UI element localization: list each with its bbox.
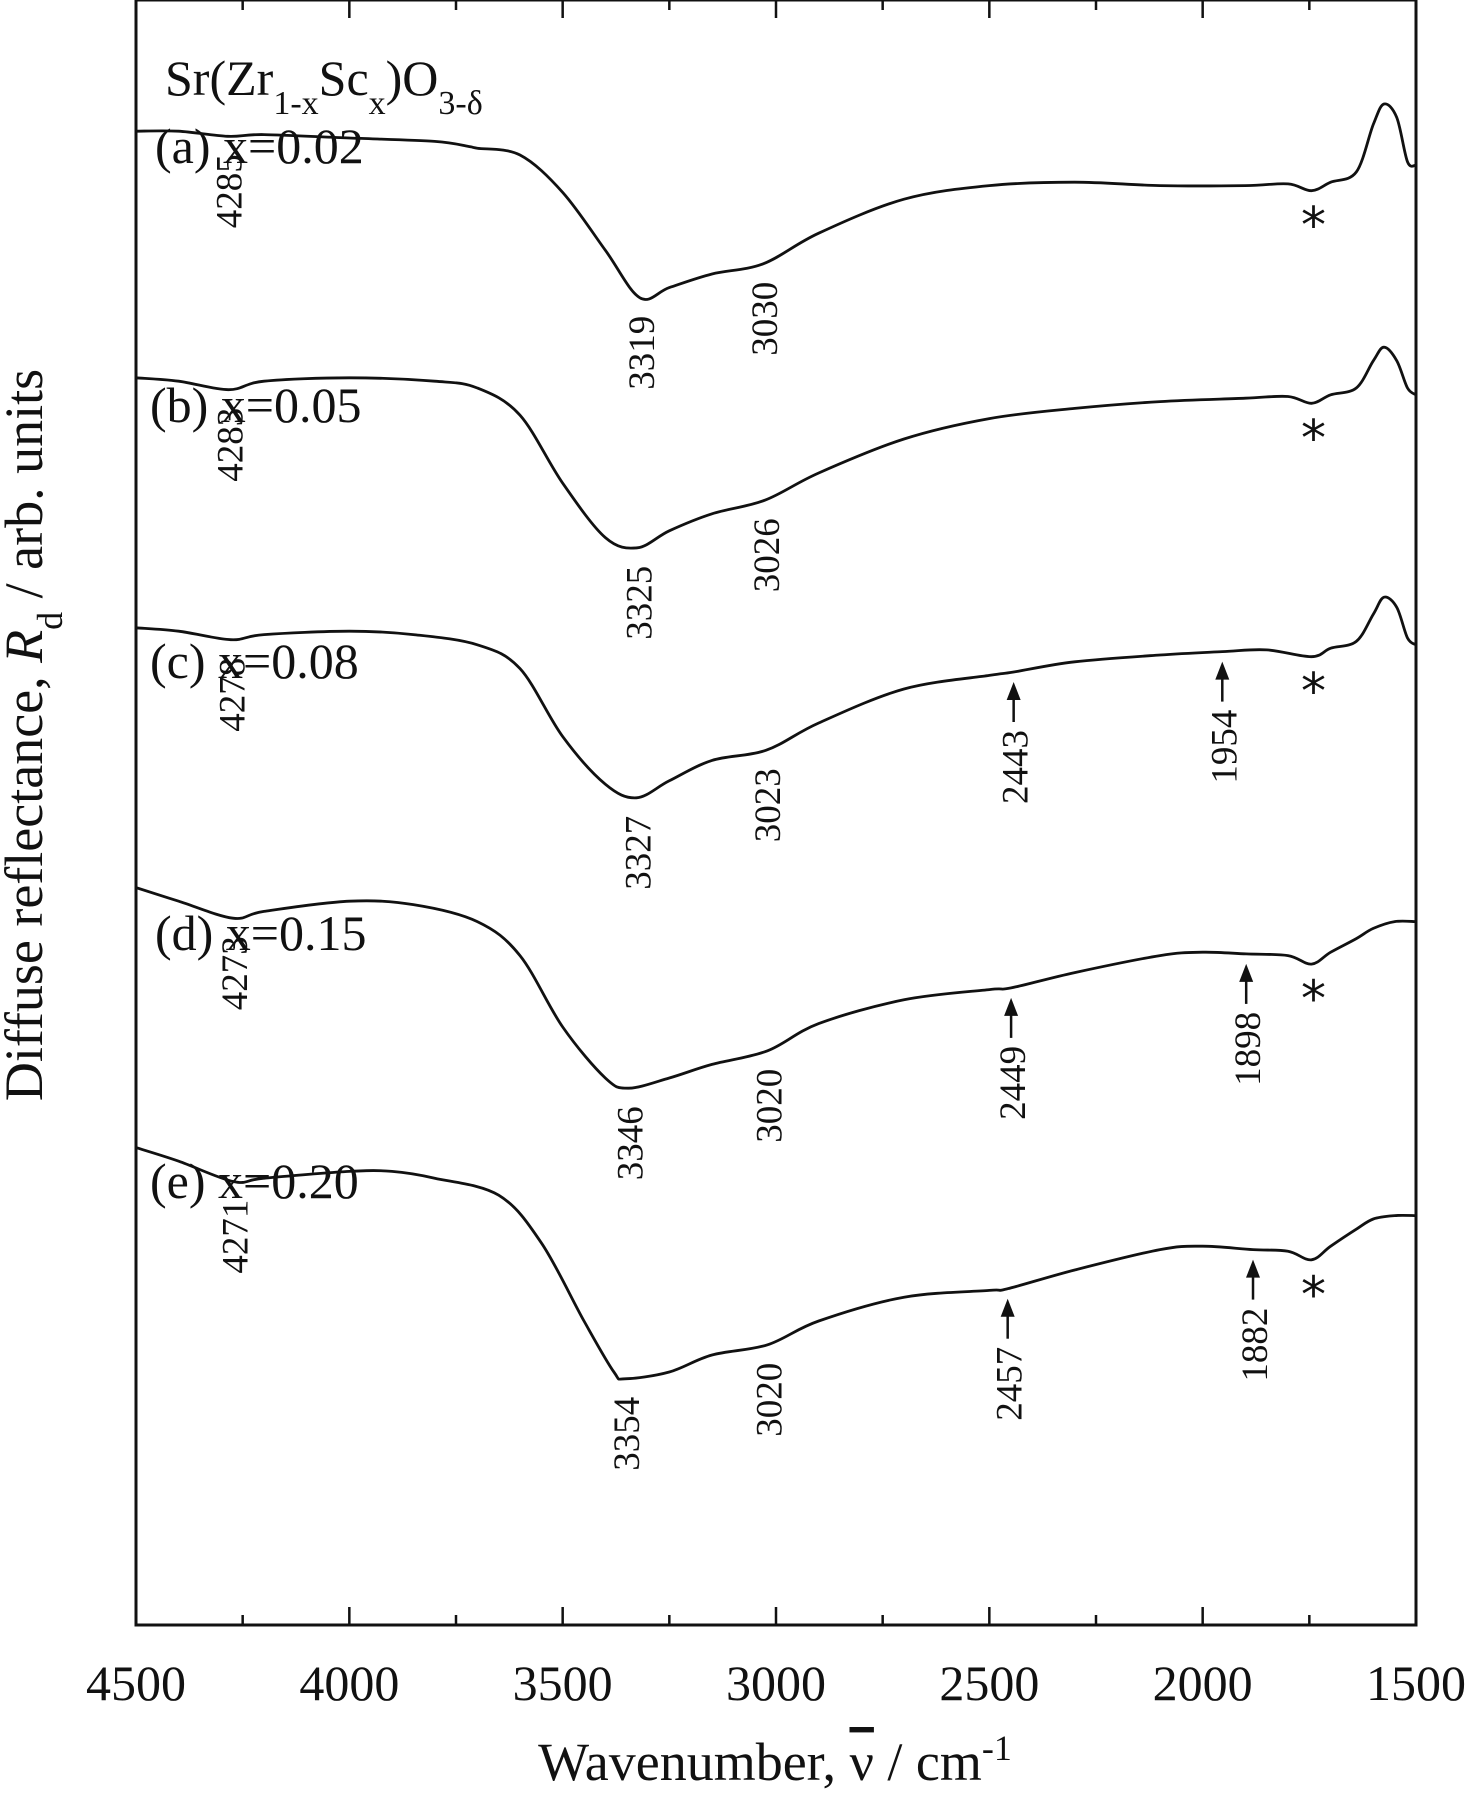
peak-arrow-head xyxy=(1239,963,1254,982)
peak-label: 3354 xyxy=(607,1397,648,1471)
peak-label: 3030 xyxy=(745,282,786,356)
asterisk-marker: * xyxy=(1301,409,1326,467)
peak-label: 4285 xyxy=(210,154,251,228)
series-line xyxy=(135,886,1417,1090)
asterisk-marker: * xyxy=(1301,197,1326,255)
series-label: (a) x=0.02 xyxy=(155,118,364,174)
series-label: (e) x=0.20 xyxy=(150,1153,359,1209)
peak-arrow-head xyxy=(1215,661,1230,680)
peak-label: 1898 xyxy=(1228,1012,1269,1086)
peak-label: 1954 xyxy=(1204,710,1245,784)
peak-label: 3026 xyxy=(747,518,788,592)
asterisk-marker: * xyxy=(1301,663,1326,721)
peak-arrow-head xyxy=(1004,997,1019,1016)
nu-bar-symbol: ν xyxy=(849,1732,873,1792)
x-tick-label: 3000 xyxy=(726,1655,826,1711)
y-axis-title: Diffuse reflectance, Rd / arb. units xyxy=(0,369,70,1101)
x-tick-label: 4000 xyxy=(299,1655,399,1711)
peak-label: 3319 xyxy=(622,316,663,390)
x-tick-label: 2000 xyxy=(1153,1655,1253,1711)
x-tick-label: 2500 xyxy=(939,1655,1039,1711)
peak-label: 1882 xyxy=(1235,1308,1276,1382)
peak-label: 3020 xyxy=(750,1363,791,1437)
peak-arrow-head xyxy=(1246,1259,1261,1278)
peak-arrow-head xyxy=(1006,682,1021,700)
x-tick-label: 1500 xyxy=(1366,1655,1466,1711)
x-axis-ticks: 4500 4000 3500 3000 2500 2000 1500 xyxy=(86,0,1466,1711)
peak-label: 3346 xyxy=(610,1106,651,1180)
peak-label: 4271 xyxy=(216,1200,257,1274)
series-group xyxy=(135,102,1417,1381)
peak-label: 4273 xyxy=(215,936,256,1010)
asterisk-marker: * xyxy=(1301,1266,1326,1324)
peak-label: 3023 xyxy=(748,768,789,842)
peak-arrow-head xyxy=(1000,1298,1015,1317)
series-label: (d) x=0.15 xyxy=(155,905,367,961)
peak-label: 3325 xyxy=(619,566,660,640)
series-line xyxy=(135,595,1417,800)
formula-label: Sr(Zr1-xScx)O3-δ xyxy=(165,50,483,122)
peak-label: 3327 xyxy=(619,816,660,890)
x-tick-label: 3500 xyxy=(513,1655,613,1711)
x-axis-title: Wavenumber, ν / cm-1 xyxy=(538,1728,1012,1792)
asterisk-marker: * xyxy=(1301,970,1326,1028)
series-line xyxy=(135,102,1417,301)
series-line xyxy=(135,345,1417,550)
peak-label: 4278 xyxy=(213,658,254,732)
peak-label: 4283 xyxy=(211,408,252,482)
peak-label: 2443 xyxy=(996,730,1037,804)
series-label: (b) x=0.05 xyxy=(150,377,362,433)
series-label: (c) x=0.08 xyxy=(150,633,359,689)
peak-label: 2457 xyxy=(990,1347,1031,1421)
peak-label: 3020 xyxy=(750,1069,791,1143)
x-tick-label: 4500 xyxy=(86,1655,186,1711)
peak-label: 2449 xyxy=(993,1046,1034,1120)
series-line xyxy=(135,1146,1417,1381)
